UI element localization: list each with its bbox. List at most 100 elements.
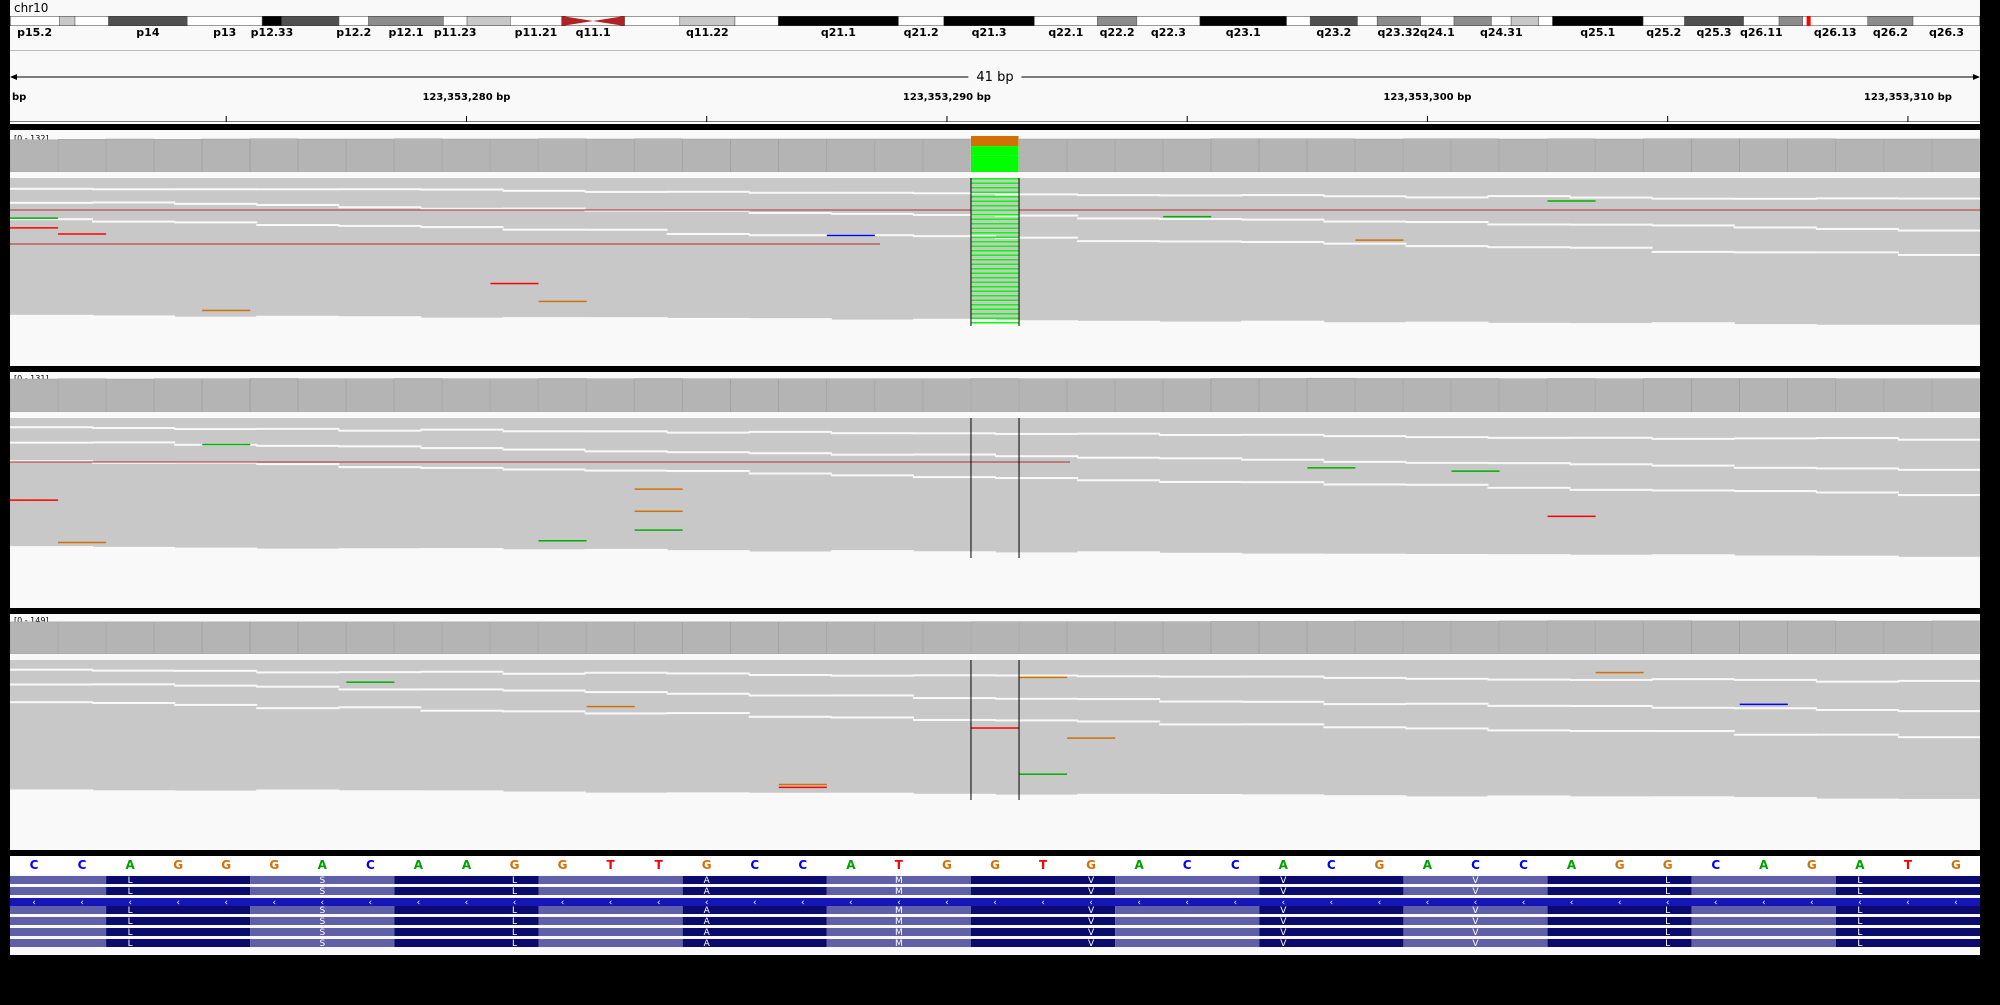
coverage-bar[interactable] [1259,621,1308,654]
coverage-bar[interactable] [442,138,491,172]
coverage-bar[interactable] [10,139,58,172]
coverage-bar[interactable] [1259,378,1308,412]
coverage-bar[interactable] [634,378,683,412]
coverage-bar[interactable] [1355,378,1404,412]
coverage-bar[interactable] [57,378,106,412]
coverage-bar[interactable] [442,621,491,654]
coverage-bar[interactable] [586,138,635,172]
coverage-bar[interactable] [1403,620,1452,654]
coverage-bar[interactable] [538,138,587,172]
coverage-bar[interactable] [922,138,971,172]
coverage-histogram[interactable] [10,372,1980,412]
coverage-bar[interactable] [153,378,202,412]
coverage-bar[interactable] [201,621,250,654]
coverage-bar[interactable] [105,378,154,412]
reads-area[interactable] [10,418,1980,598]
coverage-bar[interactable] [1643,138,1692,172]
coverage-bar[interactable] [1018,378,1067,412]
coverage-bar[interactable] [1451,620,1500,654]
coverage-bar[interactable] [394,621,443,654]
coverage-bar[interactable] [442,378,491,412]
coverage-bar[interactable] [394,378,443,412]
coverage-bar[interactable] [10,378,58,412]
coverage-bar[interactable] [1162,621,1211,654]
coverage-bar[interactable] [1499,620,1548,654]
coverage-bar[interactable] [346,621,395,654]
coverage-bar[interactable] [394,138,443,172]
coverage-bar[interactable] [1259,138,1308,172]
coverage-bar-variant-alt2[interactable] [970,155,1019,172]
coverage-bar[interactable] [538,378,587,412]
read-pileup[interactable] [10,418,1980,558]
coverage-bar[interactable] [634,621,683,654]
coverage-bar[interactable] [1643,378,1692,412]
coverage-bar-variant-alt[interactable] [970,146,1019,156]
coverage-bar[interactable] [298,621,347,654]
coverage-bar[interactable] [298,138,347,172]
coverage-histogram[interactable] [10,132,1980,172]
coverage-bar[interactable] [346,138,395,172]
coverage-bar[interactable] [1787,138,1836,172]
coverage-bar[interactable] [1066,378,1115,412]
coverage-bar[interactable] [249,378,299,412]
coverage-bar[interactable] [105,138,154,172]
coverage-bar[interactable] [1162,378,1211,412]
coverage-bar[interactable] [201,138,250,172]
coverage-bar[interactable] [970,621,1019,654]
coverage-bar[interactable] [346,378,395,412]
coverage-bar[interactable] [682,138,731,172]
coverage-bar[interactable] [57,139,106,172]
coverage-bar[interactable] [1403,378,1452,412]
alignment-track-2[interactable]: [0 - 131] [10,372,1980,608]
coverage-bar[interactable] [1787,378,1836,412]
coverage-bar[interactable] [1595,378,1644,412]
coverage-bar[interactable] [1018,621,1067,654]
coverage-bar[interactable] [1355,138,1404,172]
coverage-bar[interactable] [922,621,971,654]
coverage-bar[interactable] [1883,138,1932,172]
coverage-bar[interactable] [1883,620,1932,654]
coverage-bar[interactable] [1114,621,1163,654]
coverage-bar[interactable] [1739,620,1788,654]
coverage-bar[interactable] [201,378,250,412]
read-pileup[interactable] [10,660,1980,800]
coverage-bar[interactable] [586,621,635,654]
coverage-bar[interactable] [730,621,779,654]
coverage-bar[interactable] [634,138,683,172]
coverage-bar[interactable] [10,621,58,654]
coverage-bar[interactable] [1114,138,1163,172]
translation-track[interactable]: ‹ ‹ ‹ ‹ ‹ ‹ ‹ ‹ ‹ ‹ ‹ ‹ ‹ ‹ ‹ ‹ ‹ ‹ ‹ ‹ ‹ ‹ ‹ ‹ ‹ ‹ ‹ ‹ ‹ ‹ ‹ ‹ ‹ ‹ ‹ ‹ ‹ ‹ ‹ ‹… [10,876,1980,948]
coverage-bar[interactable] [1499,378,1548,412]
coverage-bar[interactable] [153,621,202,654]
coverage-bar[interactable] [1018,138,1067,172]
coverage-bar[interactable] [1691,620,1740,654]
coverage-bar[interactable] [1691,138,1740,172]
coverage-bar[interactable] [586,378,635,412]
coverage-bar[interactable] [1451,138,1500,172]
coverage-bar[interactable] [1547,620,1596,654]
coverage-bar[interactable] [1643,620,1692,654]
coverage-bar[interactable] [490,621,539,654]
coverage-bar[interactable] [1595,620,1644,654]
coverage-bar[interactable] [1210,621,1260,654]
coverage-bar[interactable] [1403,138,1452,172]
coverage-bar[interactable] [490,378,539,412]
coverage-bar[interactable] [1210,378,1260,412]
coverage-bar[interactable] [249,138,299,172]
coverage-bar[interactable] [298,378,347,412]
coverage-bar[interactable] [1931,138,1980,172]
coverage-bar[interactable] [1835,620,1884,654]
coverage-bar[interactable] [1066,138,1115,172]
coverage-bar[interactable] [730,378,779,412]
coverage-bar[interactable] [1931,620,1980,654]
coverage-bar[interactable] [1883,378,1932,412]
coverage-bar[interactable] [682,621,731,654]
coverage-bar[interactable] [1499,138,1548,172]
coverage-bar[interactable] [153,139,202,172]
coverage-bar[interactable] [1451,378,1500,412]
coverage-bar[interactable] [1835,378,1884,412]
coverage-bar[interactable] [778,621,827,654]
coverage-bar[interactable] [730,138,779,172]
coverage-bar[interactable] [826,138,875,172]
